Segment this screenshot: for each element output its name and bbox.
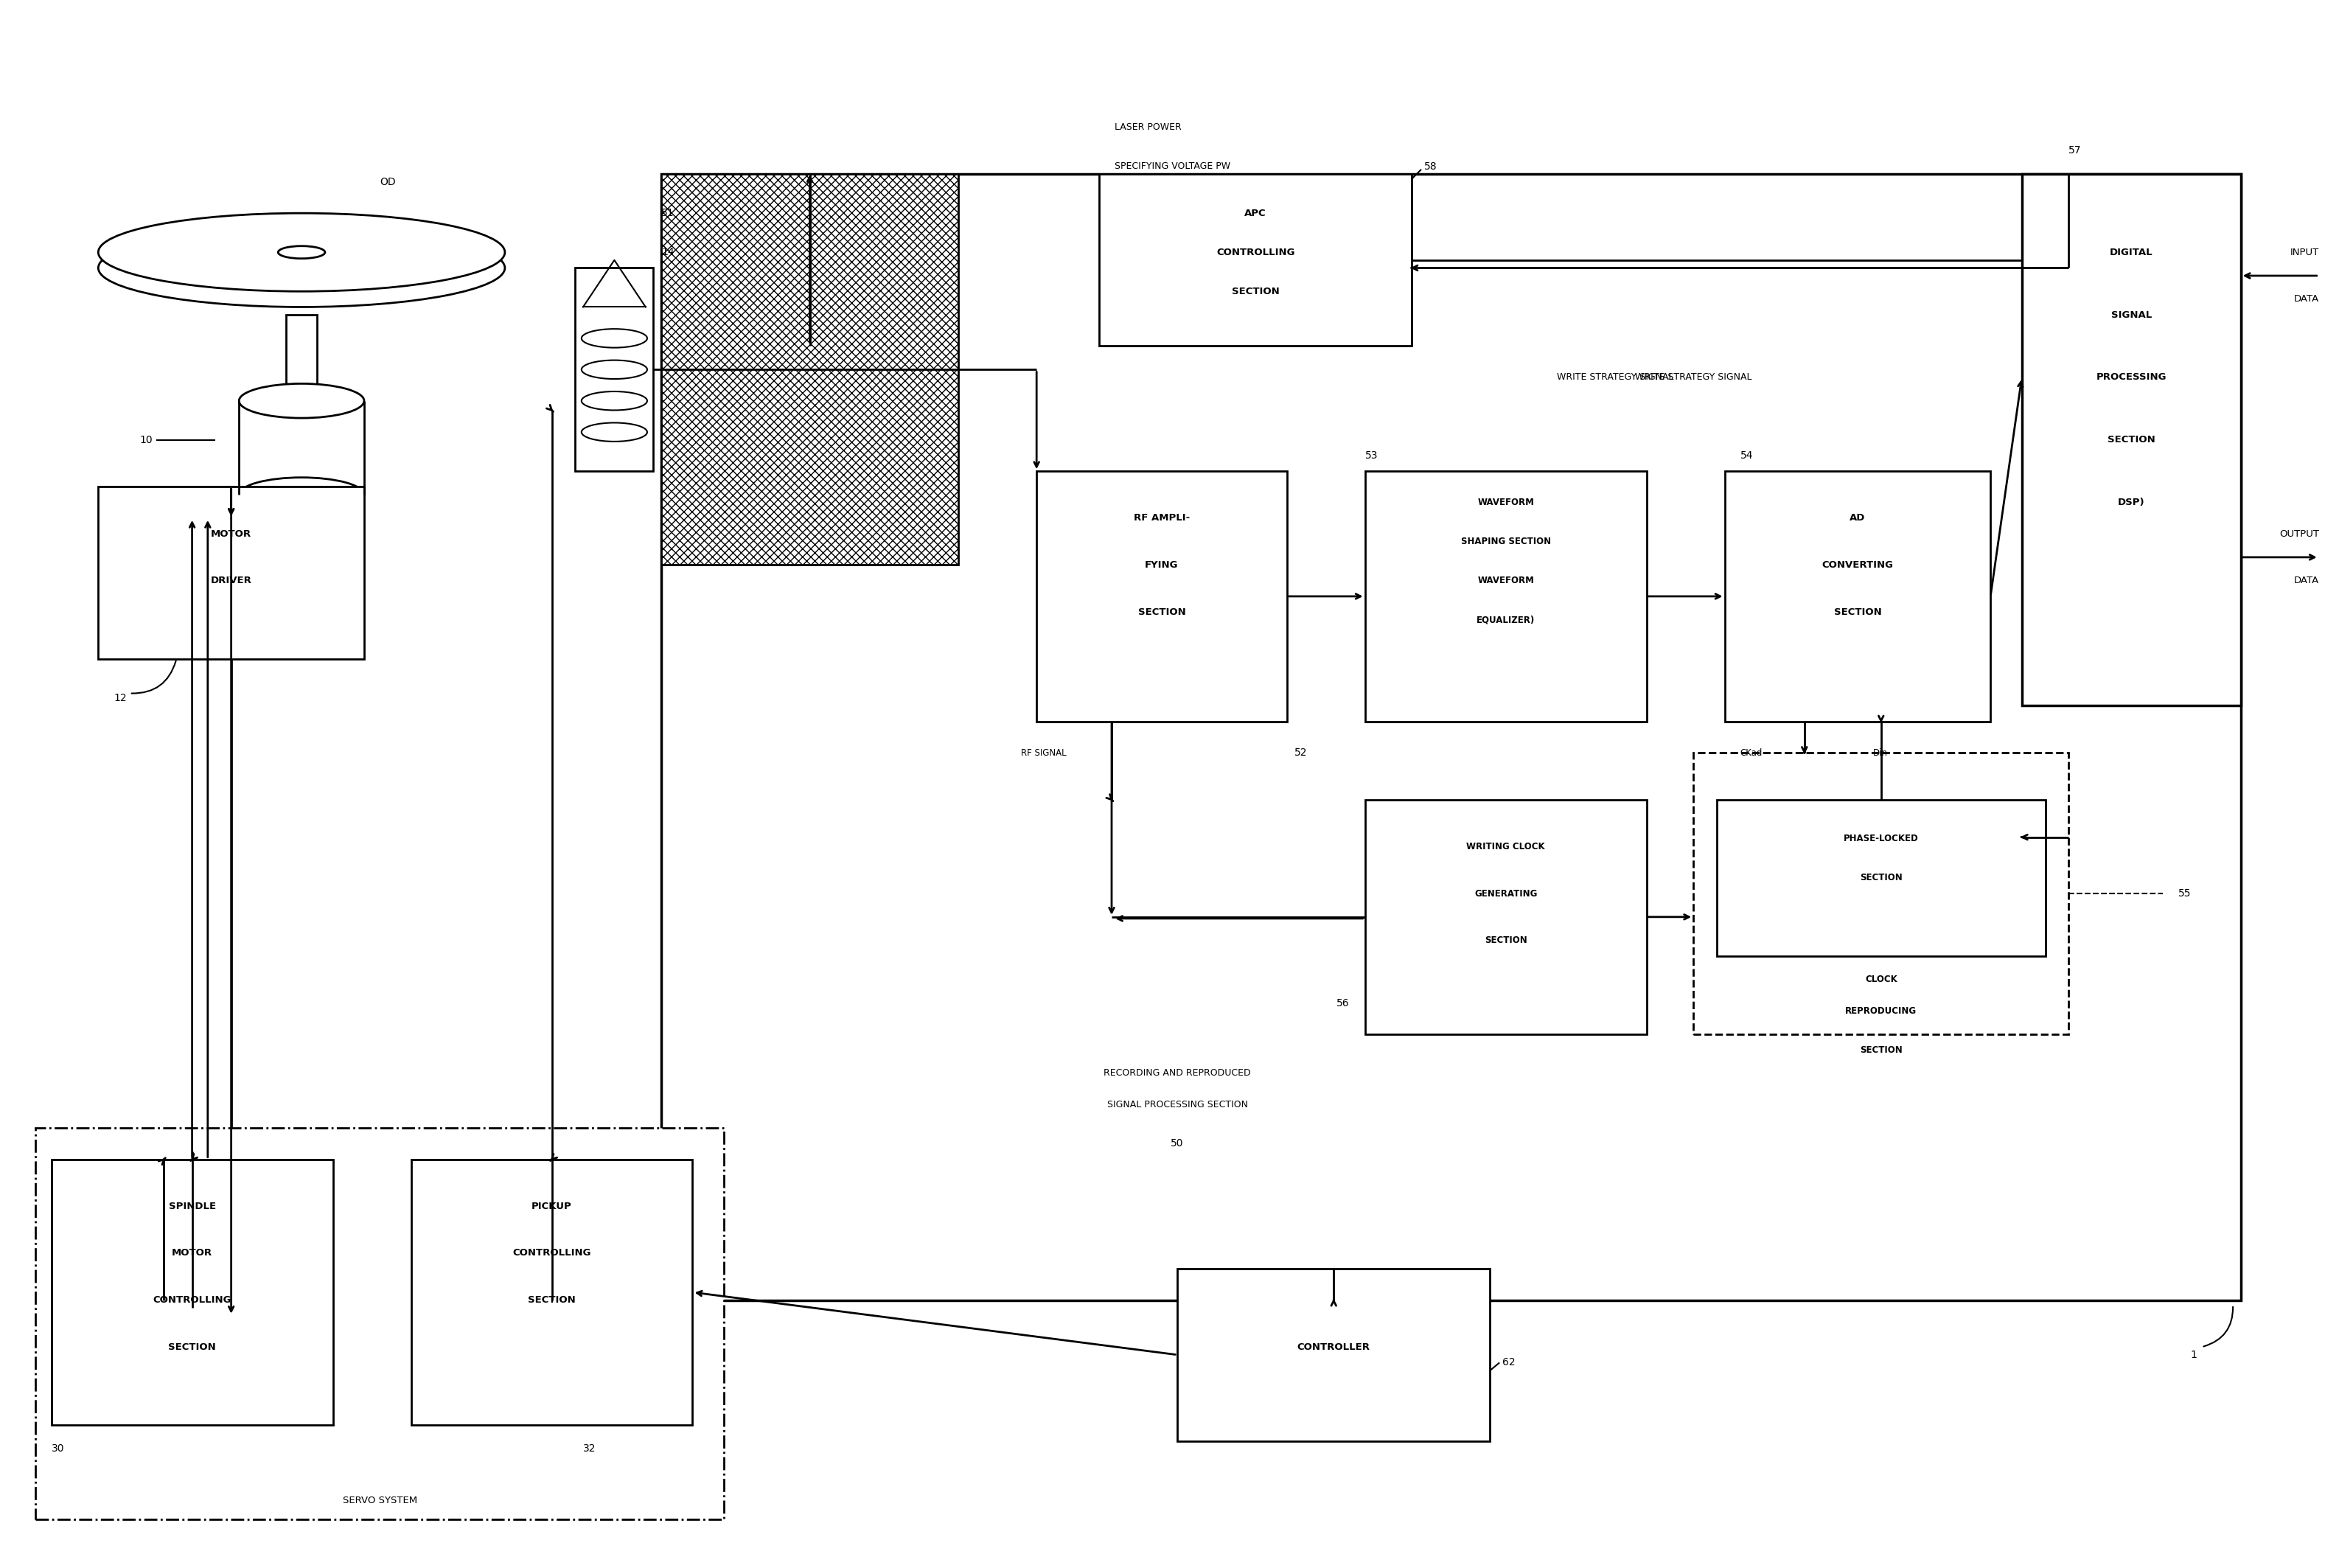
Text: 58: 58 (1424, 162, 1438, 171)
Bar (1366, 472, 1647, 721)
Text: PROCESSING: PROCESSING (2096, 373, 2166, 383)
Text: SECTION: SECTION (1137, 607, 1186, 616)
Text: 50: 50 (1172, 1138, 1184, 1149)
Text: WRITING CLOCK: WRITING CLOCK (1467, 842, 1546, 851)
FancyArrowPatch shape (131, 660, 175, 693)
Text: FYING: FYING (1144, 560, 1179, 569)
Bar (1693, 753, 2068, 1035)
Text: DATA: DATA (2295, 575, 2318, 585)
Bar (662, 174, 2241, 1300)
Ellipse shape (278, 246, 325, 259)
Bar (575, 268, 653, 472)
Bar (285, 315, 318, 401)
Bar (412, 1159, 692, 1425)
Text: SIGNAL: SIGNAL (2110, 310, 2152, 320)
Text: MOTOR: MOTOR (171, 1248, 213, 1258)
Bar (2021, 174, 2241, 706)
Bar (1177, 1269, 1490, 1441)
Ellipse shape (239, 478, 365, 511)
Ellipse shape (582, 392, 648, 411)
Text: RF SIGNAL: RF SIGNAL (1020, 748, 1067, 757)
Text: GENERATING: GENERATING (1474, 889, 1537, 898)
Text: DSP): DSP) (2117, 497, 2145, 508)
Text: AD: AD (1850, 513, 1867, 522)
Ellipse shape (582, 423, 648, 442)
Text: 52: 52 (1293, 748, 1308, 757)
Text: APC: APC (1244, 209, 1265, 218)
Text: PHASE-LOCKED: PHASE-LOCKED (1843, 834, 1918, 844)
Text: 30: 30 (51, 1444, 63, 1454)
Text: 54: 54 (1740, 450, 1754, 461)
Bar (1717, 800, 2044, 956)
Text: 10: 10 (140, 434, 152, 445)
Bar (1099, 174, 1413, 347)
Bar (35, 1127, 723, 1519)
Text: OD: OD (379, 177, 395, 187)
Text: SPINDLE: SPINDLE (168, 1201, 215, 1210)
Text: CONTROLLING: CONTROLLING (1216, 248, 1296, 257)
Text: SERVO SYSTEM: SERVO SYSTEM (341, 1496, 416, 1505)
Text: SECTION: SECTION (1860, 873, 1902, 883)
Text: SECTION: SECTION (1233, 287, 1279, 296)
Text: SHAPING SECTION: SHAPING SECTION (1462, 536, 1551, 546)
Text: WAVEFORM: WAVEFORM (1478, 497, 1534, 508)
Bar (662, 174, 959, 564)
Text: CONTROLLING: CONTROLLING (152, 1295, 232, 1305)
Text: DATA: DATA (2295, 295, 2318, 304)
FancyArrowPatch shape (2203, 1306, 2234, 1347)
Text: WRITE STRATEGY SIGNAL: WRITE STRATEGY SIGNAL (1558, 373, 1675, 383)
Text: SECTION: SECTION (2107, 436, 2154, 445)
Text: SECTION: SECTION (168, 1342, 215, 1352)
Text: 51: 51 (662, 209, 674, 218)
Text: OUTPUT: OUTPUT (2278, 528, 2318, 538)
Text: SPECIFYING VOLTAGE PW: SPECIFYING VOLTAGE PW (1116, 162, 1230, 171)
Ellipse shape (582, 329, 648, 348)
Ellipse shape (98, 229, 505, 307)
Text: CONTROLLER: CONTROLLER (1298, 1342, 1371, 1352)
Text: RECORDING AND REPRODUCED: RECORDING AND REPRODUCED (1104, 1068, 1251, 1079)
Text: SECTION: SECTION (529, 1295, 575, 1305)
Text: 32: 32 (582, 1444, 596, 1454)
Text: CLOCK: CLOCK (1864, 975, 1897, 985)
Text: DRIVER: DRIVER (211, 575, 253, 585)
Bar (98, 486, 365, 659)
Text: 1: 1 (2192, 1350, 2196, 1359)
Text: DIGITAL: DIGITAL (2110, 248, 2152, 257)
Text: Din: Din (1874, 748, 1888, 757)
Text: PICKUP: PICKUP (531, 1201, 573, 1210)
Text: EQUALIZER): EQUALIZER) (1476, 615, 1534, 624)
Text: 62: 62 (1502, 1358, 1516, 1367)
Text: CONTROLLING: CONTROLLING (512, 1248, 592, 1258)
Bar (1724, 472, 1990, 721)
Text: MOTOR: MOTOR (211, 528, 253, 538)
Text: REPRODUCING: REPRODUCING (1845, 1007, 1918, 1016)
Text: 12: 12 (115, 693, 126, 702)
Ellipse shape (98, 213, 505, 292)
Text: RF AMPLI-: RF AMPLI- (1134, 513, 1191, 522)
Bar (1366, 800, 1647, 1035)
Text: 53: 53 (1366, 450, 1378, 461)
Text: LASER POWER: LASER POWER (1116, 122, 1181, 132)
Text: 56: 56 (1336, 997, 1350, 1008)
Text: SECTION: SECTION (1485, 936, 1527, 946)
Bar (51, 1159, 332, 1425)
Text: CONVERTING: CONVERTING (1822, 560, 1892, 569)
Text: WAVEFORM: WAVEFORM (1478, 575, 1534, 585)
Text: 57: 57 (2068, 146, 2082, 155)
Text: INPUT: INPUT (2290, 248, 2318, 257)
Ellipse shape (582, 361, 648, 379)
Text: CKad: CKad (1740, 748, 1764, 757)
Text: 55: 55 (2178, 889, 2192, 898)
Text: SIGNAL PROCESSING SECTION: SIGNAL PROCESSING SECTION (1106, 1099, 1247, 1110)
Text: SECTION: SECTION (1860, 1046, 1902, 1055)
Ellipse shape (239, 384, 365, 419)
Text: SECTION: SECTION (1834, 607, 1881, 616)
Bar (1036, 472, 1286, 721)
Text: 14: 14 (662, 248, 674, 257)
Text: WRITE STRATEGY SIGNAL: WRITE STRATEGY SIGNAL (1635, 373, 1752, 383)
